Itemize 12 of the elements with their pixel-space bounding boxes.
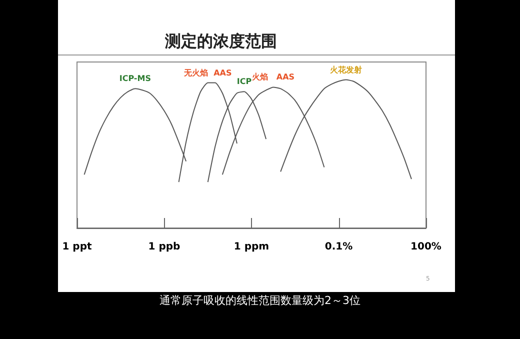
- x-tick-label: 1 ppm: [234, 242, 270, 252]
- series-label: 火焰 AAS: [251, 72, 295, 82]
- x-tick-label: 0.1%: [324, 242, 353, 252]
- x-tick-label: 100%: [410, 242, 442, 252]
- x-tick-label: 1 ppt: [62, 242, 92, 252]
- series-label: 无火焰 AAS: [183, 68, 232, 78]
- series-label: ICP-MS: [119, 74, 152, 84]
- text: 通常原子吸收的线性范围数量级为2～3位: [160, 294, 360, 307]
- series-label: 火花发射: [329, 65, 362, 74]
- chart-title: 测定的浓度范围: [164, 32, 277, 50]
- x-tick-label: 1 ppb: [148, 242, 180, 252]
- series-label: ICP: [236, 77, 252, 86]
